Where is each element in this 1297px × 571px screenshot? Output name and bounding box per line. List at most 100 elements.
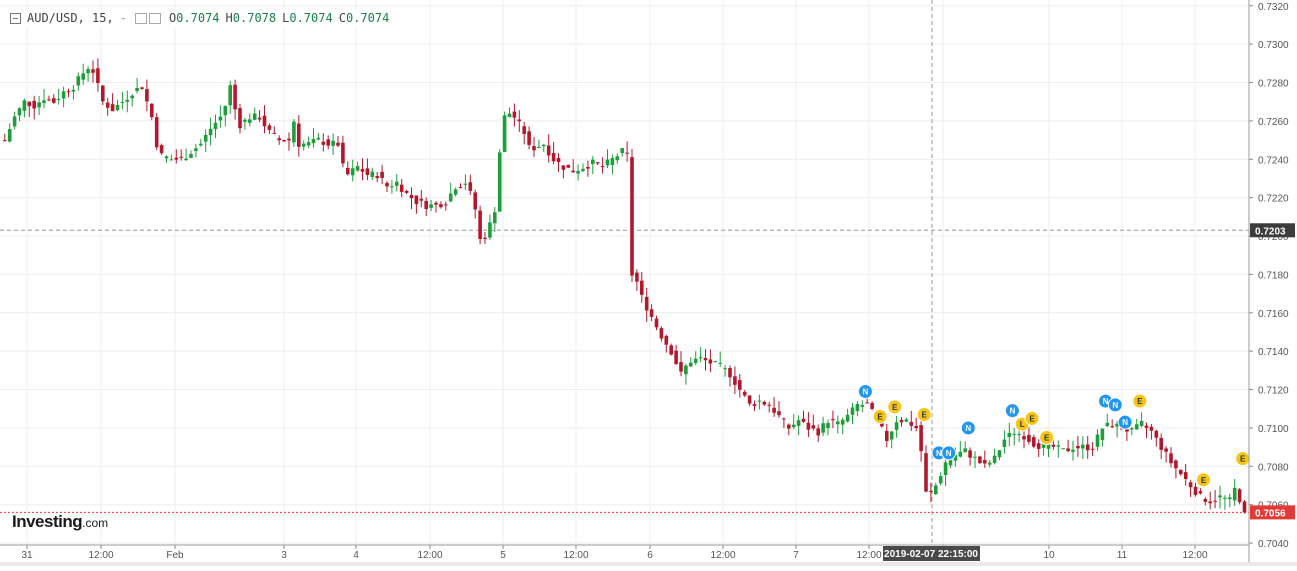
candle[interactable] (306, 136, 311, 149)
candle[interactable] (1130, 427, 1134, 436)
candle[interactable] (581, 163, 585, 173)
candle[interactable] (154, 113, 159, 150)
candle[interactable] (826, 419, 830, 436)
economic-event-marker[interactable]: E (887, 399, 903, 415)
candle[interactable] (350, 159, 355, 182)
candle[interactable] (125, 90, 130, 113)
candle[interactable] (199, 138, 203, 147)
candle[interactable] (458, 183, 463, 189)
candle[interactable] (772, 396, 776, 417)
candle[interactable] (654, 315, 659, 331)
candle[interactable] (1164, 446, 1168, 463)
candle[interactable] (992, 448, 997, 465)
candle[interactable] (1228, 493, 1232, 508)
collapse-icon[interactable] (10, 12, 21, 24)
candle[interactable] (1002, 430, 1007, 454)
candle[interactable] (987, 460, 992, 468)
candle[interactable] (1071, 440, 1075, 461)
candle[interactable] (1139, 412, 1144, 428)
economic-event-marker[interactable]: E (1235, 451, 1251, 467)
candle[interactable] (169, 154, 174, 161)
candle[interactable] (159, 143, 164, 156)
candle[interactable] (282, 139, 286, 143)
candle[interactable] (493, 206, 497, 232)
candle[interactable] (845, 408, 850, 423)
economic-event-marker[interactable]: E (1196, 472, 1211, 488)
candle[interactable] (718, 351, 722, 367)
candle[interactable] (801, 410, 806, 423)
candle[interactable] (796, 415, 801, 436)
candle[interactable] (331, 133, 335, 155)
candle[interactable] (238, 103, 242, 134)
candle[interactable] (444, 201, 448, 211)
candle[interactable] (899, 417, 904, 427)
candle[interactable] (850, 402, 855, 425)
candle[interactable] (1154, 429, 1159, 447)
candle[interactable] (983, 450, 987, 468)
candle[interactable] (1105, 413, 1110, 427)
candle[interactable] (257, 110, 262, 123)
candle[interactable] (145, 79, 149, 112)
candle[interactable] (1032, 434, 1036, 449)
candle[interactable] (610, 154, 615, 175)
candle[interactable] (674, 344, 678, 365)
candle[interactable] (341, 135, 345, 168)
candle[interactable] (1188, 480, 1193, 497)
candle[interactable] (385, 181, 389, 192)
candle[interactable] (733, 366, 737, 395)
candle[interactable] (640, 272, 644, 303)
candle[interactable] (1169, 447, 1173, 468)
candle[interactable] (448, 182, 453, 203)
candle[interactable] (934, 482, 938, 496)
candle[interactable] (488, 214, 492, 240)
candle[interactable] (252, 107, 257, 121)
candle[interactable] (693, 351, 698, 366)
candle[interactable] (507, 107, 512, 118)
economic-event-marker[interactable]: E (1024, 410, 1040, 426)
candle[interactable] (1203, 496, 1208, 506)
time-scrollbar[interactable] (0, 562, 1297, 566)
candle[interactable] (782, 417, 786, 429)
candle[interactable] (228, 80, 232, 114)
candle[interactable] (635, 269, 639, 291)
candle[interactable] (208, 117, 213, 146)
candle[interactable] (1012, 427, 1016, 446)
candle[interactable] (757, 394, 762, 410)
candle[interactable] (811, 414, 816, 431)
candle[interactable] (517, 110, 522, 132)
candle[interactable] (723, 364, 727, 377)
candle[interactable] (262, 105, 267, 134)
economic-event-marker[interactable]: E (1132, 393, 1148, 409)
candle[interactable] (439, 201, 443, 209)
candle[interactable] (1022, 429, 1026, 449)
candle[interactable] (713, 360, 718, 363)
candle[interactable] (120, 91, 125, 110)
candle[interactable] (326, 135, 330, 150)
candle[interactable] (1242, 500, 1247, 514)
candle[interactable] (1174, 459, 1178, 479)
candle[interactable] (47, 95, 51, 102)
candle[interactable] (32, 95, 36, 120)
candle[interactable] (762, 400, 767, 406)
candle[interactable] (978, 455, 982, 465)
candle[interactable] (791, 414, 796, 430)
candle[interactable] (355, 161, 360, 172)
candle[interactable] (1218, 485, 1222, 509)
candle[interactable] (747, 395, 752, 406)
candle[interactable] (522, 121, 526, 145)
candle[interactable] (12, 111, 17, 130)
candle[interactable] (189, 150, 193, 159)
candle[interactable] (223, 105, 228, 127)
candle[interactable] (37, 95, 41, 116)
candle[interactable] (130, 93, 134, 107)
candle[interactable] (909, 410, 914, 431)
candle[interactable] (669, 343, 673, 356)
candle[interactable] (468, 174, 473, 195)
candle[interactable] (821, 416, 825, 437)
candle[interactable] (483, 232, 487, 244)
candle[interactable] (816, 424, 820, 443)
candle[interactable] (605, 149, 610, 169)
candle[interactable] (595, 161, 600, 165)
candle[interactable] (233, 79, 237, 120)
candle[interactable] (346, 161, 350, 176)
